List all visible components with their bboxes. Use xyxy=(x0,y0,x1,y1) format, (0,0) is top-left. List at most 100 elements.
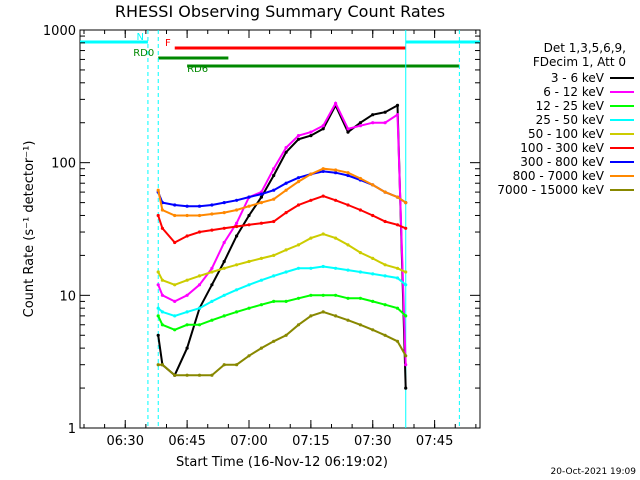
data-point xyxy=(383,121,387,125)
data-point xyxy=(371,299,375,303)
data-point xyxy=(321,264,325,269)
chart-title: RHESSI Observing Summary Count Rates xyxy=(115,2,445,21)
data-point xyxy=(383,303,387,307)
data-point xyxy=(173,213,177,218)
data-point xyxy=(235,208,239,212)
data-point xyxy=(309,198,313,202)
data-point xyxy=(272,253,276,257)
series-line-5 xyxy=(157,195,407,244)
x-tick-label: 07:45 xyxy=(416,434,453,449)
plot-frame xyxy=(79,29,481,429)
data-point xyxy=(296,137,301,141)
data-point xyxy=(309,314,313,318)
data-point xyxy=(160,323,164,327)
data-point xyxy=(309,172,313,176)
data-point xyxy=(156,270,160,274)
data-point xyxy=(247,306,251,310)
data-point xyxy=(371,272,375,276)
series-line-0 xyxy=(157,103,407,389)
data-point xyxy=(371,121,375,125)
x-axis-label: Start Time (16-Nov-12 06:19:02) xyxy=(176,455,388,470)
data-point xyxy=(358,176,362,181)
data-point xyxy=(358,296,362,300)
data-point xyxy=(404,386,408,390)
data-point xyxy=(284,150,288,154)
data-point xyxy=(247,204,251,208)
data-point xyxy=(259,346,263,350)
data-point xyxy=(395,276,400,280)
data-point xyxy=(321,232,325,236)
data-point xyxy=(160,208,164,212)
data-point xyxy=(334,101,338,105)
data-point xyxy=(210,203,214,207)
data-point xyxy=(197,323,202,327)
data-point xyxy=(404,314,408,318)
data-point xyxy=(334,168,338,172)
data-point xyxy=(156,306,160,310)
series-line-2 xyxy=(157,294,407,331)
data-point xyxy=(309,293,313,297)
data-point xyxy=(259,303,263,307)
data-point xyxy=(173,328,177,332)
data-point xyxy=(284,333,288,337)
data-point xyxy=(334,171,338,175)
data-point xyxy=(160,363,164,367)
annotation-label: F xyxy=(165,38,171,49)
data-point xyxy=(160,278,164,282)
data-point xyxy=(210,318,214,322)
y-axis-label: Count Rate (s⁻¹ detector⁻¹) xyxy=(22,141,37,318)
legend-label: 25 - 50 keV xyxy=(536,113,605,127)
y-tick-label: 1 xyxy=(68,422,76,437)
data-point xyxy=(284,188,288,192)
data-point xyxy=(272,167,276,171)
data-point xyxy=(185,323,189,327)
data-point xyxy=(383,219,387,224)
data-point xyxy=(395,113,400,117)
data-point xyxy=(235,198,239,202)
data-point xyxy=(395,103,400,107)
data-point xyxy=(371,113,375,117)
data-point xyxy=(321,169,325,173)
series-line-3 xyxy=(157,265,407,317)
data-point xyxy=(173,283,177,287)
data-point xyxy=(197,274,202,278)
data-point xyxy=(404,201,408,205)
data-point xyxy=(185,293,189,297)
data-point xyxy=(185,310,189,314)
data-point xyxy=(156,363,160,367)
data-point xyxy=(321,293,325,297)
data-point xyxy=(346,296,350,300)
data-point xyxy=(296,296,301,300)
series-line-7 xyxy=(157,167,407,217)
data-point xyxy=(272,188,276,192)
data-point xyxy=(284,211,288,215)
data-point xyxy=(346,171,350,175)
data-point xyxy=(272,299,276,303)
data-point xyxy=(222,226,226,230)
data-point xyxy=(235,263,239,267)
data-point xyxy=(371,328,375,332)
x-tick-label: 06:45 xyxy=(168,434,205,449)
data-point xyxy=(346,318,350,322)
data-point xyxy=(156,188,160,192)
data-point xyxy=(185,373,189,377)
legend-label: 3 - 6 keV xyxy=(551,71,605,85)
legend-label: 100 - 300 keV xyxy=(520,141,604,155)
data-point xyxy=(358,323,362,327)
legend: Det 1,3,5,6,9,FDecim 1, Att 0 3 - 6 keV6 … xyxy=(497,41,634,197)
data-point xyxy=(404,226,408,230)
data-point xyxy=(334,198,338,202)
data-point xyxy=(346,127,350,131)
y-axis: 1 10 100 1000 xyxy=(43,24,480,437)
series-line-4 xyxy=(157,232,407,286)
data-point xyxy=(222,211,226,215)
data-point xyxy=(197,204,202,208)
plot-marks: N F RD0 RD6 xyxy=(80,30,480,428)
data-point xyxy=(395,306,400,310)
data-point xyxy=(383,333,387,337)
data-point xyxy=(259,221,263,225)
data-point xyxy=(160,293,164,297)
data-point xyxy=(185,278,189,282)
data-point xyxy=(247,354,251,358)
data-point xyxy=(259,278,263,282)
